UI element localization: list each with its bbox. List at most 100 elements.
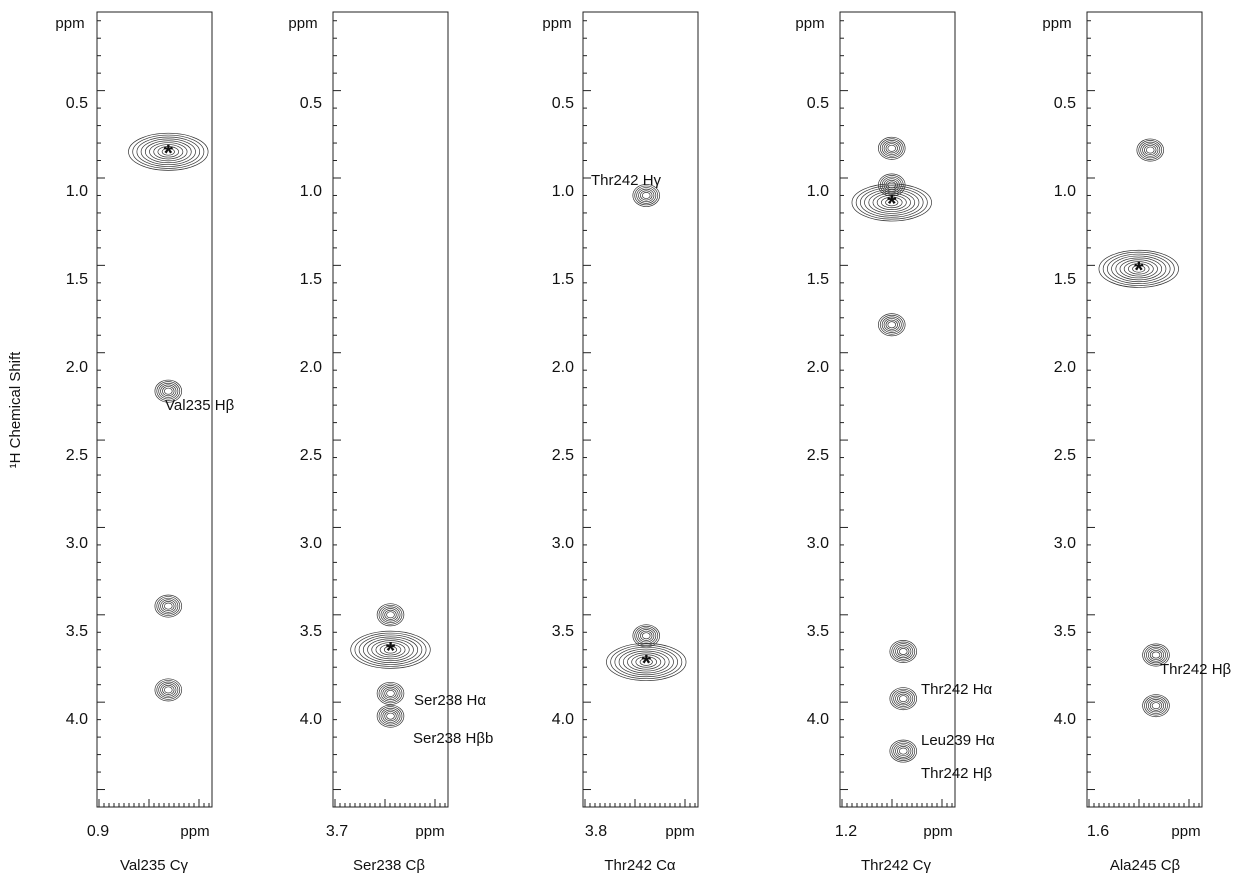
peak-contour: [154, 379, 183, 403]
y-unit-label: ppm: [1042, 15, 1071, 32]
peak-contour: [1142, 694, 1170, 718]
peak-contour: [889, 687, 917, 711]
y-unit-label: ppm: [288, 15, 317, 32]
strip-ser238-cb: * ppm 0.5 1.0 1.5 2.0 2.5 3.0 3.5 4.0 3.…: [288, 11, 493, 874]
y-tick-label: 1.0: [807, 183, 829, 200]
x-first-tick-label: 3.8: [585, 823, 607, 840]
y-tick-label: 1.0: [300, 183, 322, 200]
strip-val235-cg: * ppm 0.5 1.0 1.5 2.0 2.5 3.0 3.5 4.0 0.…: [55, 11, 235, 874]
peak-contour: [350, 630, 431, 669]
x-axis-label: Ala245 Cβ: [1110, 857, 1181, 874]
strip-ala245-cb: * ppm 0.5 1.0 1.5 2.0 2.5 3.0 3.5 4.0 1.…: [1042, 11, 1232, 874]
y-tick-label: 1.0: [66, 183, 88, 200]
y-tick-label: 3.0: [807, 535, 829, 552]
peak-marker: *: [642, 650, 652, 677]
y-tick-label: 2.5: [1054, 447, 1076, 464]
peak-label: Val235 Hβ: [165, 397, 235, 414]
y-tick-label: 0.5: [300, 95, 322, 112]
x-unit-label: ppm: [665, 823, 694, 840]
y-tick-label: 2.5: [66, 447, 88, 464]
x-first-tick-label: 1.6: [1087, 823, 1109, 840]
strip-contours: *: [1098, 138, 1179, 718]
y-axis-label: ¹H Chemical Shift: [7, 351, 24, 469]
y-tick-label: 4.0: [807, 711, 829, 728]
peak-label: Thr242 Hβ: [1160, 661, 1232, 678]
y-tick-label: 3.5: [807, 623, 829, 640]
peak-contour: [606, 643, 687, 681]
peak-marker: *: [386, 638, 396, 665]
x-first-tick-label: 3.7: [326, 823, 348, 840]
strip-contours: *: [128, 132, 209, 702]
peak-label: Thr242 Hβ: [921, 765, 993, 782]
peak-contour: [877, 136, 906, 160]
strip-contours: *: [350, 603, 431, 728]
y-tick-label: 3.0: [552, 535, 574, 552]
y-tick-label: 2.5: [300, 447, 322, 464]
peak-contour: [154, 594, 183, 618]
peak-contour: [851, 183, 932, 222]
y-tick-label: 2.0: [1054, 359, 1076, 376]
y-tick-label: 3.5: [1054, 623, 1076, 640]
strip-ticks: [583, 20, 696, 807]
y-tick-label: 2.0: [807, 359, 829, 376]
y-unit-label: ppm: [55, 15, 84, 32]
peak-contour: [632, 184, 660, 207]
y-tick-label: 0.5: [807, 95, 829, 112]
y-tick-label: 2.0: [552, 359, 574, 376]
y-tick-label: 1.5: [1054, 271, 1076, 288]
y-tick-label: 0.5: [66, 95, 88, 112]
peak-contour: [1142, 643, 1170, 667]
y-tick-label: 3.0: [66, 535, 88, 552]
y-tick-label: 1.5: [300, 271, 322, 288]
y-unit-label: ppm: [795, 15, 824, 32]
strip-ticks: [840, 20, 953, 807]
x-axis-label: Thr242 Cγ: [861, 857, 932, 874]
strip-thr242-ca: * ppm 0.5 1.0 1.5 2.0 2.5 3.0 3.5 4.0 3.…: [542, 11, 699, 874]
y-tick-label: 3.5: [66, 623, 88, 640]
y-tick-label: 3.5: [300, 623, 322, 640]
y-tick-label: 1.5: [66, 271, 88, 288]
peak-label: Thr242 Hγ: [591, 172, 662, 189]
peak-contour: [376, 681, 405, 705]
peak-contour: [1098, 249, 1179, 288]
peak-label: Thr242 Hα: [921, 681, 993, 698]
y-tick-label: 0.5: [552, 95, 574, 112]
y-tick-label: 4.0: [1054, 711, 1076, 728]
y-tick-label: 2.0: [66, 359, 88, 376]
peak-contour: [1136, 138, 1164, 162]
y-tick-label: 2.5: [807, 447, 829, 464]
peak-contour: [128, 132, 209, 171]
y-tick-label: 1.0: [552, 183, 574, 200]
peak-contour: [877, 313, 906, 337]
strip-contours: *: [851, 136, 932, 763]
peak-contour: [632, 624, 660, 648]
peak-marker: *: [164, 140, 174, 167]
strip-frame: [1086, 11, 1203, 808]
peak-label: Ser238 Hβb: [413, 730, 493, 747]
strip-contours: *: [606, 184, 687, 681]
x-axis-label: Ser238 Cβ: [353, 857, 425, 874]
strip-thr242-cg: * ppm 0.5 1.0 1.5 2.0 2.5 3.0 3.5 4.0 1.…: [795, 11, 995, 874]
peak-contour: [889, 739, 917, 763]
x-first-tick-label: 1.2: [835, 823, 857, 840]
y-tick-label: 3.0: [300, 535, 322, 552]
y-tick-label: 4.0: [66, 711, 88, 728]
y-tick-label: 3.0: [1054, 535, 1076, 552]
peak-contour: [376, 704, 405, 728]
y-tick-label: 3.5: [552, 623, 574, 640]
strip-ticks: [333, 20, 446, 807]
strip-frame: [332, 11, 449, 808]
y-unit-label: ppm: [542, 15, 571, 32]
x-first-tick-label: 0.9: [87, 823, 109, 840]
strip-ticks: [1087, 20, 1200, 807]
y-tick-label: 0.5: [1054, 95, 1076, 112]
peak-marker: *: [1134, 257, 1144, 284]
y-tick-label: 1.0: [1054, 183, 1076, 200]
y-tick-label: 1.5: [552, 271, 574, 288]
peak-label: Ser238 Hα: [414, 692, 486, 709]
x-unit-label: ppm: [180, 823, 209, 840]
x-axis-label: Thr242 Cα: [604, 857, 676, 874]
y-tick-label: 2.0: [300, 359, 322, 376]
x-unit-label: ppm: [1171, 823, 1200, 840]
